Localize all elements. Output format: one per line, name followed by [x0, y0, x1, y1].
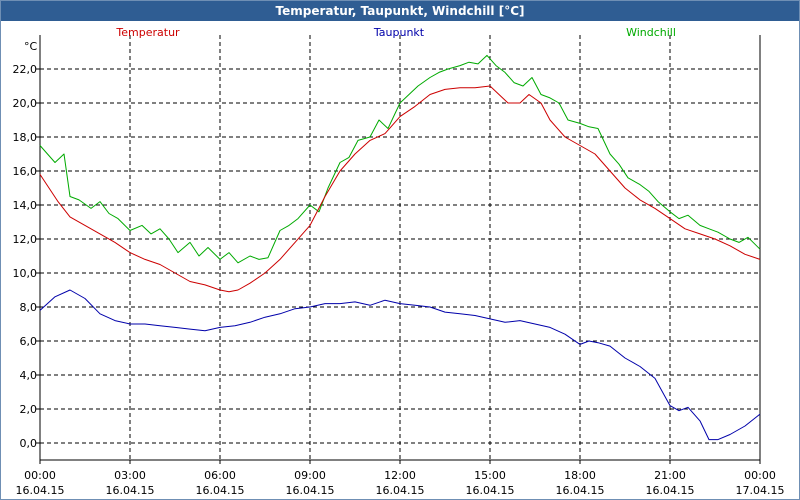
x-tick-label-time: 00:00	[24, 469, 56, 482]
x-tick-labels: 00:00 16.04.15 03:00 16.04.15 06:00 16.04.15 0…	[16, 469, 785, 497]
legend-entry-temperatur: Temperatur	[115, 26, 180, 39]
x-tick-label-date: 17.04.15	[736, 484, 785, 497]
x-tick-label-date: 16.04.15	[16, 484, 65, 497]
x-tick-label-time: 12:00	[384, 469, 416, 482]
x-tick-label-time: 00:00	[744, 469, 776, 482]
x-tick-label-time: 18:00	[564, 469, 596, 482]
x-tick-label-date: 16.04.15	[466, 484, 515, 497]
y-tick-label: 14,0	[13, 199, 38, 212]
x-tick-label-time: 06:00	[204, 469, 236, 482]
legend-entry-taupunkt: Taupunkt	[373, 26, 425, 39]
y-tick-label: 20,0	[13, 97, 38, 110]
y-tick-label: 10,0	[13, 267, 38, 280]
y-tick-label: 16,0	[13, 165, 38, 178]
series-line-windchill	[39, 54, 761, 264]
series-lines	[39, 54, 761, 441]
x-tick-label-time: 03:00	[114, 469, 146, 482]
legend: Temperatur Taupunkt Windchill	[115, 26, 676, 39]
x-tick-label-date: 16.04.15	[646, 484, 695, 497]
x-tick-label-date: 16.04.15	[106, 484, 155, 497]
y-tick-label: 8,0	[20, 301, 38, 314]
y-tick-label: 6,0	[20, 335, 38, 348]
y-tick-label: 2,0	[20, 403, 38, 416]
chart-title: Temperatur, Taupunkt, Windchill [°C]	[1, 1, 799, 21]
series-line-temperatur	[39, 85, 761, 293]
x-tick-label-date: 16.04.15	[196, 484, 245, 497]
y-axis-unit-label: °C	[24, 40, 38, 53]
x-tick-label-time: 21:00	[654, 469, 686, 482]
x-tick-label-date: 16.04.15	[556, 484, 605, 497]
x-tick-label-date: 16.04.15	[286, 484, 335, 497]
y-tick-label: 12,0	[13, 233, 38, 246]
axes: °C	[24, 35, 761, 461]
x-tick-label-time: 15:00	[474, 469, 506, 482]
y-tick-label: 4,0	[20, 369, 38, 382]
y-tick-label: 0,0	[20, 437, 38, 450]
x-tick-label-time: 09:00	[294, 469, 326, 482]
legend-entry-windchill: Windchill	[626, 26, 676, 39]
series-line-taupunkt	[39, 289, 761, 441]
y-tick-labels: 0,0 2,0 4,0 6,0 8,0 10,0 12,0 14,0 16,0 18,0 20,0 2…	[13, 63, 38, 450]
x-tick-label-date: 16.04.15	[376, 484, 425, 497]
y-tick-label: 18,0	[13, 131, 38, 144]
y-tick-label: 22,0	[13, 63, 38, 76]
grid	[36, 35, 761, 464]
